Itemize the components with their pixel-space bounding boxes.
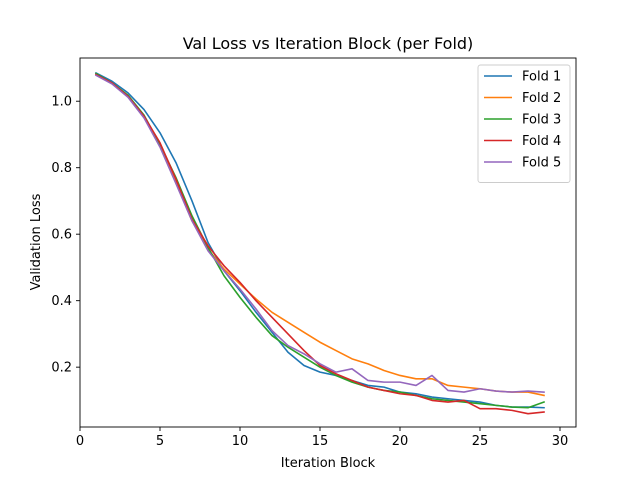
- y-tick-label: 0.2: [51, 361, 72, 376]
- legend-label-fold-3: Fold 3: [522, 113, 561, 128]
- y-tick-label: 0.6: [51, 228, 72, 243]
- legend-label-fold-1: Fold 1: [522, 70, 561, 85]
- series-line-fold-1: [94, 71, 545, 409]
- x-axis-title: Iteration Block: [281, 456, 376, 471]
- legend-box: [477, 64, 571, 183]
- x-tick-label: 5: [156, 434, 164, 449]
- legend-label-fold-2: Fold 2: [522, 91, 561, 106]
- legend: Fold 1 Fold 2 Fold 3 Fold 4 Fold 5: [477, 64, 571, 183]
- x-tick-label: 15: [312, 434, 329, 449]
- y-tick-label: 0.4: [51, 294, 72, 309]
- plot-area: [79, 57, 577, 428]
- series-line-fold-2: [94, 73, 545, 397]
- series-line-fold-4: [94, 73, 545, 415]
- axes-frame: [79, 57, 577, 428]
- y-axis-ticks: 0.2 0.4 0.6 0.8 1.0: [51, 95, 80, 376]
- x-tick-label: 30: [552, 434, 569, 449]
- chart-title: Val Loss vs Iteration Block (per Fold): [183, 34, 474, 53]
- x-tick-label: 20: [392, 434, 409, 449]
- y-tick-label: 0.8: [51, 161, 72, 176]
- legend-label-fold-4: Fold 4: [522, 134, 561, 149]
- x-tick-label: 25: [472, 434, 489, 449]
- y-axis-title: Validation Loss: [29, 193, 44, 290]
- series-line-fold-5: [94, 74, 545, 393]
- x-tick-label: 0: [76, 434, 84, 449]
- y-tick-label: 1.0: [51, 95, 72, 110]
- x-axis-ticks: 0 5 10 15 20 25 30: [76, 427, 568, 449]
- series-line-fold-3: [94, 72, 546, 409]
- x-tick-label: 10: [232, 434, 249, 449]
- legend-label-fold-5: Fold 5: [522, 156, 561, 171]
